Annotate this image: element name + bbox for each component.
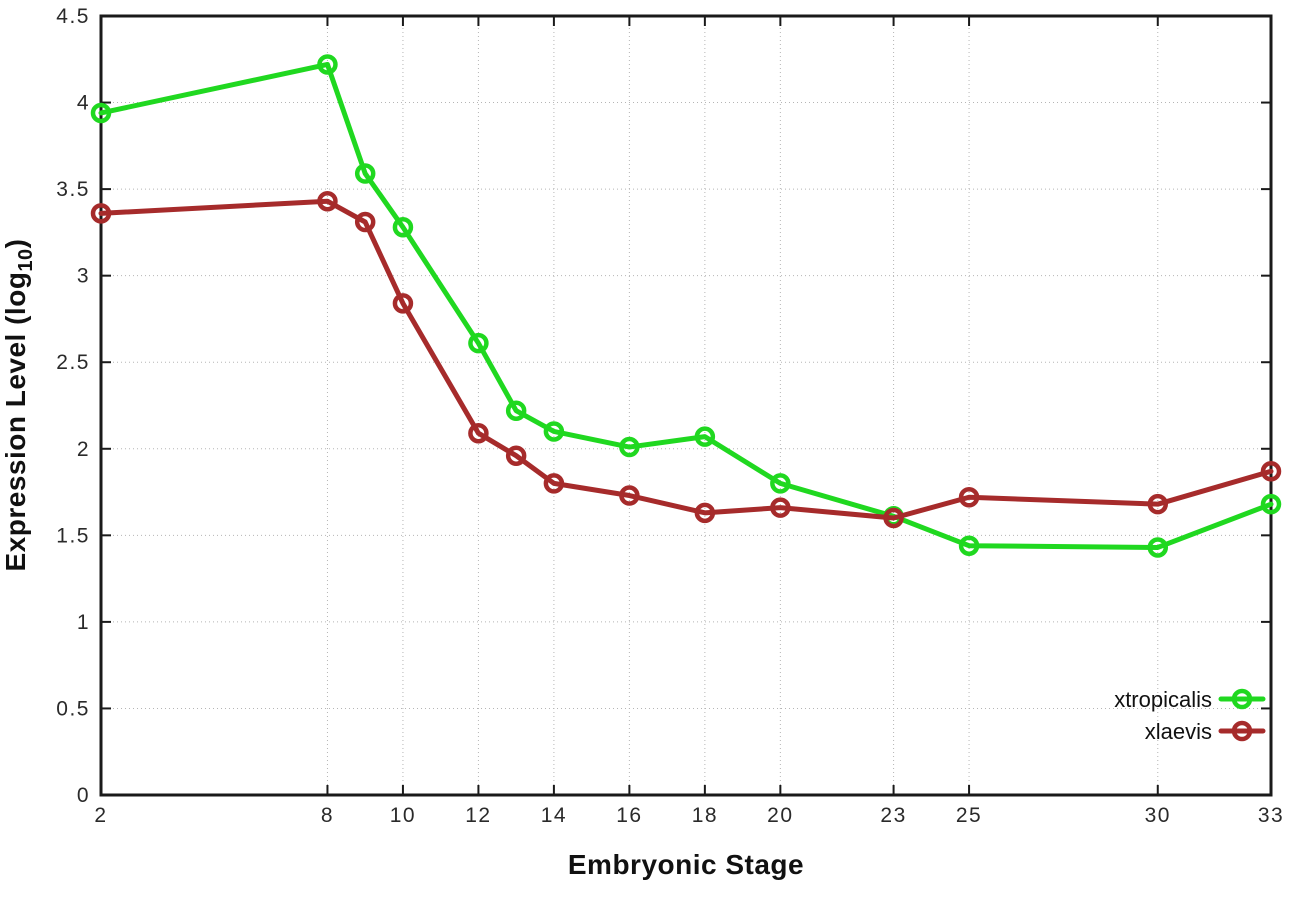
series-line-xtropicalis [98, 61, 1274, 550]
data-point-xtropicalis [505, 400, 527, 421]
data-point-xtropicalis [392, 216, 414, 238]
y-tick-label: 1 [77, 611, 90, 634]
data-point-xlaevis [90, 203, 112, 224]
data-point-xlaevis [317, 190, 338, 212]
x-axis-title: Embryonic Stage [567, 849, 805, 880]
y-tick-label: 0 [77, 784, 90, 807]
data-point-xtropicalis [90, 102, 112, 124]
x-tick-label: 16 [616, 804, 642, 827]
plot-border [99, 14, 1273, 797]
data-point-xtropicalis [317, 54, 338, 75]
data-point-xlaevis [543, 473, 565, 494]
data-point-xlaevis [505, 445, 527, 466]
x-tick-label: 2 [94, 804, 107, 827]
data-point-xtropicalis [1260, 493, 1282, 515]
y-tick-label: 1.5 [56, 524, 90, 547]
y-axis-title-suffix: ) [0, 238, 31, 249]
data-point-xlaevis [468, 422, 489, 444]
x-tick-label: 8 [321, 804, 334, 827]
data-point-xtropicalis [1147, 537, 1169, 558]
data-point-xlaevis [1147, 493, 1169, 515]
x-tick-label: 23 [880, 804, 906, 827]
y-axis-title-subscript: 10 [15, 248, 37, 272]
data-point-xlaevis [619, 485, 640, 506]
legend-marker [1231, 720, 1253, 742]
data-point-xlaevis [883, 507, 904, 529]
data-point-xtropicalis [468, 332, 489, 354]
data-point-xtropicalis [958, 535, 980, 556]
legend-label: xlaevis [1145, 719, 1212, 744]
data-point-xlaevis [770, 497, 791, 518]
data-point-xtropicalis [694, 426, 716, 447]
legend-label: xtropicalis [1114, 687, 1212, 712]
legend-marker [1231, 688, 1253, 710]
x-tick-label: 10 [390, 804, 416, 827]
y-axis-title-text: Expression Level (log [0, 271, 31, 572]
y-tick-label: 2.5 [56, 351, 90, 374]
y-tick-label: 4 [77, 92, 90, 115]
data-point-xlaevis [958, 486, 980, 508]
x-tick-label: 30 [1145, 804, 1171, 827]
y-tick-label: 2 [77, 438, 90, 461]
data-point-xlaevis [694, 502, 716, 524]
y-tick-label: 4.5 [56, 5, 90, 28]
data-point-xtropicalis [619, 436, 640, 458]
data-point-xlaevis [392, 293, 414, 314]
y-tick-label: 3 [77, 265, 90, 288]
data-point-xlaevis [354, 211, 376, 233]
y-tick-label: 3.5 [56, 178, 90, 201]
y-axis-title: Expression Level (log10) [0, 205, 44, 605]
data-point-xlaevis [1260, 461, 1282, 482]
x-tick-label: 33 [1258, 804, 1284, 827]
x-tick-label: 14 [541, 804, 567, 827]
x-tick-label: 20 [767, 804, 793, 827]
series-line-xlaevis [98, 198, 1274, 521]
y-tick-label: 0.5 [56, 697, 90, 720]
data-point-xtropicalis [770, 473, 791, 494]
x-tick-label: 25 [956, 804, 982, 827]
data-point-xtropicalis [543, 421, 565, 442]
x-tick-label: 12 [465, 804, 491, 827]
x-tick-label: 18 [692, 804, 718, 827]
data-point-xtropicalis [354, 163, 376, 184]
